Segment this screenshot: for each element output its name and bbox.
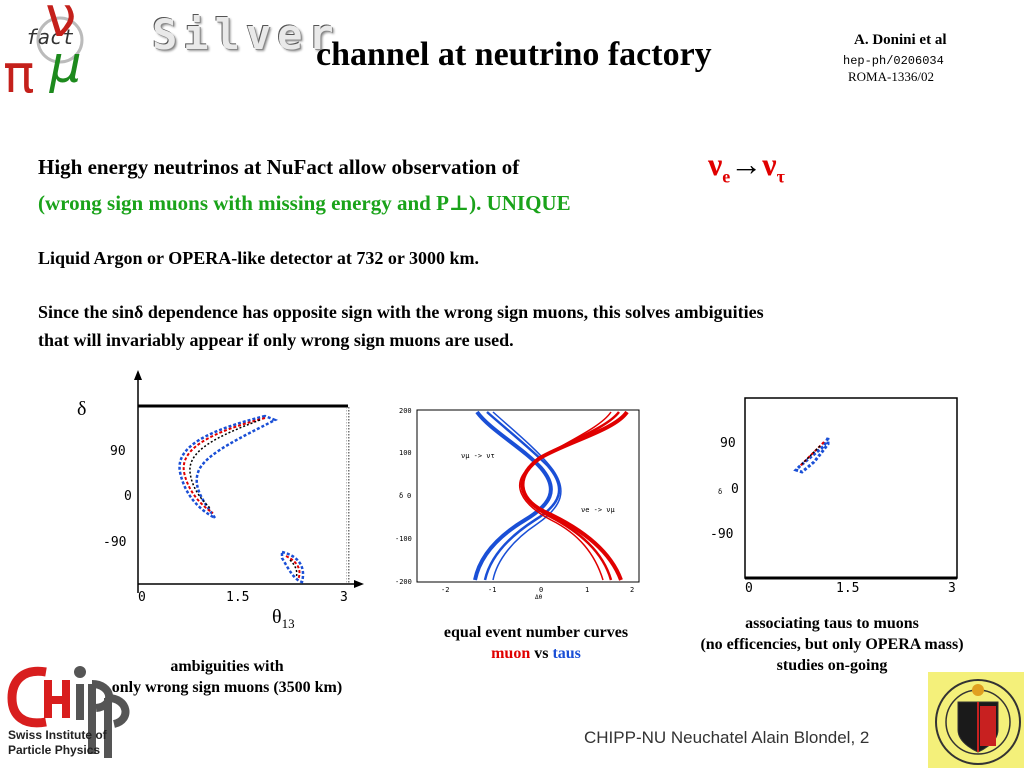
taus-curve-1	[473, 410, 553, 581]
sindelta-line-1: Since the sinδ dependence has opposite s…	[38, 302, 764, 322]
institute-line-2: Particle Physics	[8, 743, 101, 757]
nu-tau-subscript: τ	[776, 166, 785, 187]
reference-block: A. Donini et al hep-ph/0206034 ROMA-1336…	[840, 32, 1000, 85]
plot1-xtick-0: 0	[138, 590, 146, 605]
plot2-y-axis-label: δ	[399, 492, 403, 500]
plot3-y-axis-label: δ	[718, 488, 722, 496]
caption-taus: taus	[552, 645, 581, 662]
x-arrowhead	[354, 580, 364, 588]
page-title: channel at neutrino factory	[316, 36, 712, 73]
plot2-xtick-3: 1	[585, 586, 589, 594]
plot2-ytick-0: 200	[399, 407, 412, 415]
svg-text:fact: fact	[26, 25, 74, 49]
silver-wordmark: Silver	[152, 10, 340, 59]
nu-e-symbol: ν	[708, 146, 723, 182]
plot3-ytick-1: 0	[731, 482, 739, 497]
institute-line-1: Swiss Institute of	[8, 728, 107, 742]
intro-line: High energy neutrinos at NuFact allow ob…	[38, 155, 519, 180]
plot1-ytick-0: 90	[110, 444, 126, 459]
nu-e-subscript: e	[722, 166, 731, 187]
plot2-ytick-2: 0	[407, 492, 411, 500]
plot2-caption-line-2: muon vs taus	[400, 643, 672, 664]
plot1-y-label: δ	[77, 398, 87, 420]
plot2-caption: equal event number curves muon vs taus	[400, 622, 672, 664]
footer-conference: CHIPP-NU Neuchatel Alain Blondel, 2	[584, 728, 870, 747]
caption-vs: vs	[534, 645, 549, 662]
plot2-xtick-4: 2	[630, 586, 634, 594]
nu-tau-symbol: ν	[762, 146, 777, 182]
plot2-caption-line-1: equal event number curves	[443, 624, 629, 641]
plot3-xtick-0: 0	[745, 581, 753, 596]
reference-authors: A. Donini et al	[854, 32, 947, 48]
plot1-caption-line-1: ambiguities with	[170, 658, 284, 675]
plot2-x-axis-label: Δθ	[535, 594, 543, 600]
plot1-ytick-1: 0	[124, 489, 132, 504]
detector-line: Liquid Argon or OPERA-like detector at 7…	[38, 248, 479, 268]
muon-curve-2	[520, 411, 620, 581]
oscillation-channel: νe→ντ	[708, 146, 785, 187]
plot1-x-label: θ13	[272, 606, 295, 631]
sindelta-line-2: that will invariably appear if only wron…	[38, 330, 514, 350]
intro-text: High energy neutrinos at NuFact allow ob…	[38, 155, 520, 179]
y-arrowhead	[134, 370, 142, 380]
plot2-xtick-2: 0	[539, 586, 543, 594]
plot2-legend-right: νe -> νμ	[581, 506, 616, 514]
plot2-legend-left: νμ -> ντ	[461, 452, 495, 460]
plot3-caption-line-2: (no efficencies, but only OPERA mass)	[700, 636, 964, 653]
plot3-xtick-1: 1.5	[836, 581, 859, 596]
signature-line: (wrong sign muons with missing energy an…	[38, 191, 571, 215]
institute-name: Swiss Institute of Particle Physics	[8, 728, 107, 758]
plot3-frame	[744, 397, 958, 579]
plot1-ytick-2: -90	[103, 535, 126, 550]
plot3-caption-line-3: studies on-going	[776, 657, 888, 674]
svg-text:μ: μ	[49, 35, 81, 95]
factnu-logo: fact ν π μ	[0, 0, 110, 105]
chipp-logo	[4, 662, 139, 762]
plot3-caption-line-1: associating taus to muons	[745, 615, 919, 632]
ambiguity-contour-small	[280, 550, 305, 584]
plot2-xtick-0: -2	[441, 586, 449, 594]
plot1-xtick-1: 1.5	[226, 590, 249, 605]
plot3-xtick-2: 3	[948, 581, 956, 596]
svg-text:π: π	[3, 45, 34, 100]
plot3-ytick-0: 90	[720, 436, 736, 451]
university-seal	[928, 672, 1024, 768]
plot2-ytick-1: 100	[399, 449, 412, 457]
plot2-ytick-3: -100	[395, 535, 412, 543]
plot1-caption-line-2: only wrong sign muons (3500 km)	[111, 679, 343, 696]
plot2-xtick-1: -1	[488, 586, 496, 594]
plot3-ytick-2: -90	[710, 527, 733, 542]
plot2-frame	[416, 409, 640, 583]
plot1-caption: ambiguities with only wrong sign muons (…	[72, 656, 382, 698]
arrow-symbol: →	[730, 146, 763, 182]
reference-report: ROMA-1336/02	[848, 69, 934, 84]
ambiguity-contour-large	[178, 414, 279, 520]
tau-muon-plot: 90 0 -90 0 1.5 3 δ	[690, 390, 970, 605]
muon-curve-1	[520, 410, 629, 581]
caption-muon: muon	[491, 645, 531, 662]
reference-arxiv: hep-ph/0206034	[843, 54, 944, 68]
equal-event-plot: 200 100 0 -100 -200 -2 -1 0 1 2 δ Δθ νμ …	[395, 400, 650, 601]
plot1-xtick-2: 3	[340, 590, 348, 605]
plot3-caption: associating taus to muons (no efficencie…	[662, 613, 1002, 676]
svg-text:ν: ν	[44, 0, 78, 50]
taus-curve-2	[483, 411, 561, 581]
ambiguity-plot: 90 0 -90 0 1.5 3	[60, 368, 370, 638]
tau-muon-contour	[793, 437, 830, 474]
plot2-ytick-4: -200	[395, 578, 412, 586]
